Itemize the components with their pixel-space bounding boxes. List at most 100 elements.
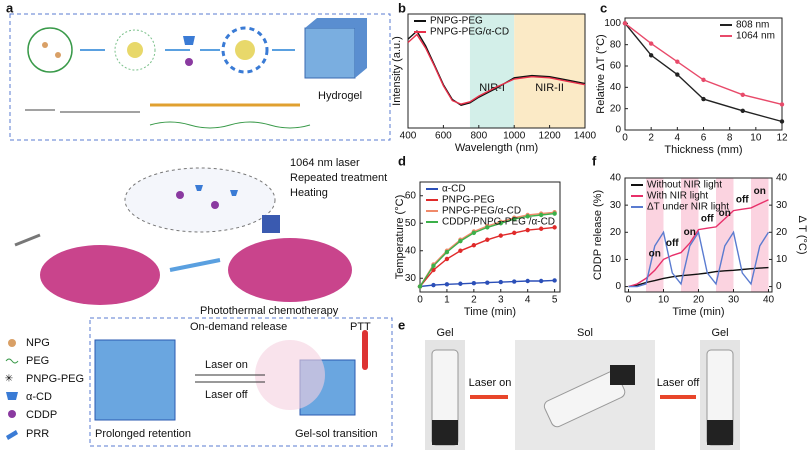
- legend-label: With NIR light: [647, 191, 708, 202]
- y-tick-label: 30: [405, 273, 417, 284]
- marker: [471, 243, 477, 248]
- y-tick-label: 80: [610, 39, 622, 50]
- panel-letter: b: [398, 0, 406, 15]
- y-tick-label: 50: [405, 218, 417, 229]
- laser-device: [262, 215, 280, 233]
- legend-icon: [8, 410, 16, 418]
- legend-label: NPG: [26, 337, 50, 349]
- x-tick-label: 600: [435, 131, 452, 142]
- legend-label: PEG: [26, 355, 49, 367]
- marker: [538, 212, 544, 218]
- y2-tick-label: 10: [776, 254, 788, 265]
- label: Sol: [577, 327, 593, 339]
- marker: [485, 280, 490, 285]
- legend-icon: ✳: [5, 374, 13, 385]
- icon: [176, 191, 184, 199]
- marker: [525, 278, 530, 284]
- legend-label: CDDP: [26, 409, 57, 421]
- x-axis-label: Time (min): [672, 306, 724, 318]
- marker: [648, 53, 654, 58]
- x-tick-label: 12: [776, 133, 788, 144]
- series-line: [407, 30, 586, 106]
- icon: [185, 58, 193, 66]
- x-tick-label: 400: [400, 131, 417, 142]
- x-tick-label: 1200: [538, 131, 561, 142]
- label: Laser on: [205, 359, 248, 371]
- label: Photothermal chemotherapy: [200, 305, 339, 317]
- panel-letter: f: [592, 153, 597, 168]
- region-label: NIR-I: [479, 82, 505, 94]
- annotation: off: [736, 194, 749, 205]
- thermometer: [362, 330, 368, 370]
- y-tick-label: 10: [610, 254, 622, 265]
- region: [514, 14, 585, 128]
- label: Repeated treatment: [290, 172, 387, 184]
- label: PTT: [350, 321, 371, 333]
- marker: [648, 41, 654, 46]
- marker: [485, 225, 490, 230]
- marker: [458, 248, 463, 253]
- label: Laser on: [469, 377, 512, 389]
- marker: [458, 281, 463, 286]
- legend-icon: [8, 339, 16, 347]
- label: 1064 nm laser: [290, 157, 360, 169]
- syringe: [14, 233, 41, 247]
- legend-label: 808 nm: [736, 20, 769, 31]
- series-line: [628, 266, 769, 288]
- x-axis-label: Wavelength (nm): [455, 142, 538, 154]
- legend-label: Without NIR light: [647, 180, 722, 191]
- marker: [675, 72, 680, 77]
- x-tick-label: 2: [471, 295, 477, 306]
- gel: [707, 420, 733, 445]
- x-tick-label: 0: [626, 295, 632, 306]
- mouse: [40, 245, 160, 305]
- label: Hydrogel: [318, 90, 362, 102]
- x-tick-label: 8: [727, 133, 733, 144]
- hydrogel-cube: [94, 339, 176, 421]
- marker: [779, 102, 785, 107]
- dashed-frame: [89, 317, 393, 447]
- x-tick-label: 20: [693, 295, 705, 306]
- icon: [221, 26, 269, 74]
- marker: [675, 59, 680, 64]
- annotation: off: [666, 238, 679, 249]
- marker: [417, 284, 423, 289]
- marker: [552, 211, 557, 216]
- y-axis-label: Temperature (°C): [394, 195, 406, 279]
- y-tick-label: 40: [405, 245, 417, 256]
- mouse: [228, 238, 352, 302]
- annotation: off: [701, 213, 714, 224]
- x-tick-label: 40: [763, 295, 775, 306]
- label: Gel: [436, 327, 453, 339]
- y2-axis-label: Δ T (°C): [796, 215, 808, 254]
- structure: [149, 121, 311, 129]
- icon: [195, 185, 238, 196]
- hydrogel-cube: [304, 27, 356, 79]
- legend-label: PNPG-PEG/α-CD: [442, 206, 521, 217]
- glow: [255, 340, 325, 410]
- x-tick-label: 1400: [574, 131, 597, 142]
- y-tick-label: 100: [604, 18, 621, 29]
- region: [469, 14, 515, 128]
- marker: [740, 108, 745, 114]
- marker: [471, 281, 477, 286]
- annotation: on: [719, 208, 731, 219]
- x-tick-label: 1: [444, 295, 450, 306]
- marker: [471, 230, 477, 236]
- marker: [512, 279, 517, 284]
- marker: [552, 278, 557, 283]
- marker: [498, 233, 503, 238]
- label: Laser off: [205, 389, 249, 401]
- y-tick-label: 40: [610, 82, 622, 93]
- marker: [622, 21, 628, 26]
- x-tick-label: 10: [750, 133, 762, 144]
- marker: [525, 227, 530, 233]
- legend-label: ΔT under NIR light: [647, 202, 729, 213]
- icon: [55, 52, 61, 58]
- structure: [25, 109, 140, 113]
- y-tick-label: 30: [610, 200, 622, 211]
- marker: [444, 256, 450, 262]
- series-line: [407, 33, 586, 105]
- y-tick-label: 0: [615, 125, 621, 136]
